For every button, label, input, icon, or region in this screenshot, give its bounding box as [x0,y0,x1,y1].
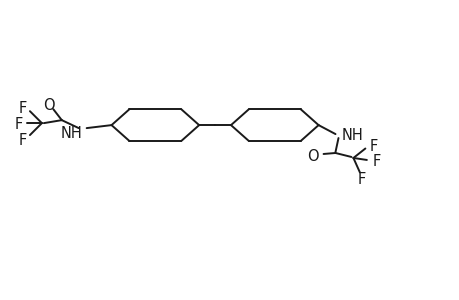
Text: F: F [19,101,27,116]
Text: O: O [306,149,318,164]
Text: NH: NH [61,126,83,141]
Text: F: F [15,117,23,132]
Text: F: F [369,139,377,154]
Text: F: F [357,172,365,187]
Text: NH: NH [341,128,363,142]
Text: F: F [371,154,380,169]
Text: O: O [43,98,55,113]
Text: F: F [19,133,27,148]
